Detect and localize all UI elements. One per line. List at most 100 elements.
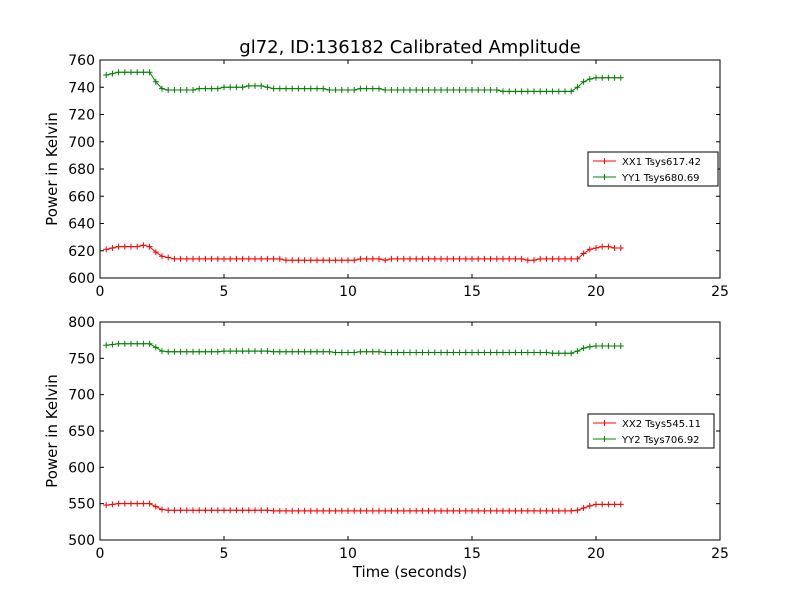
data-point (580, 505, 587, 512)
data-point (177, 86, 184, 93)
data-point (462, 349, 469, 356)
data-point (134, 243, 141, 250)
data-point (134, 500, 141, 507)
y-tick-label: 740 (68, 80, 95, 96)
data-point (345, 349, 351, 356)
data-point (400, 255, 407, 262)
y-tick-label: 680 (68, 162, 95, 178)
data-point (314, 85, 320, 92)
data-point (109, 341, 116, 348)
data-point (543, 349, 550, 356)
x-tick-label: 25 (711, 284, 729, 300)
data-point (351, 349, 358, 356)
data-point (481, 507, 488, 514)
data-point (562, 507, 568, 514)
data-point (487, 255, 494, 262)
data-point (369, 85, 376, 92)
y-tick-label: 550 (68, 497, 95, 513)
data-point (115, 500, 122, 507)
data-point (562, 350, 568, 357)
data-point (419, 255, 426, 262)
data-point (506, 507, 513, 514)
data-point (252, 507, 258, 514)
data-point (580, 345, 587, 352)
data-point (549, 255, 556, 262)
data-point (506, 88, 513, 95)
data-point (524, 257, 531, 264)
top-plot: 0 5 10 15 20 25 600 620 640 660 680 700 720 740 760 Pow… (43, 53, 729, 300)
data-point (295, 507, 302, 514)
data-point (555, 507, 562, 514)
legend-label: YY1 Tsys680.69 (621, 173, 700, 184)
data-point (140, 69, 147, 76)
legend-marker (601, 436, 608, 442)
data-point (233, 255, 240, 262)
data-point (493, 349, 500, 356)
data-point (438, 86, 444, 93)
x-tick-label: 20 (587, 546, 605, 562)
data-point (121, 69, 128, 76)
data-point (487, 507, 494, 514)
data-point (307, 257, 314, 264)
data-point (183, 507, 190, 514)
data-point (314, 507, 320, 514)
data-point (500, 88, 506, 95)
data-point (425, 255, 432, 262)
data-point (363, 348, 370, 355)
data-point (351, 507, 358, 514)
data-point (221, 84, 227, 91)
data-point (214, 507, 221, 514)
data-point (264, 507, 271, 514)
data-point (159, 348, 165, 355)
data-point (245, 82, 252, 89)
data-point (190, 348, 196, 355)
data-point (462, 507, 469, 514)
data-point (400, 507, 407, 514)
data-point (524, 349, 531, 356)
y-tick-label: 720 (68, 108, 95, 124)
data-point (103, 71, 110, 78)
data-point (252, 82, 258, 89)
data-point (289, 85, 296, 92)
data-point (214, 348, 221, 355)
x-tick-label: 0 (96, 284, 105, 300)
data-point (221, 507, 227, 514)
data-point (456, 507, 463, 514)
data-point (531, 349, 537, 356)
y-tick-label: 640 (68, 217, 95, 233)
data-point (593, 245, 599, 252)
data-point (388, 86, 395, 93)
data-point (152, 344, 159, 351)
data-point (617, 74, 624, 81)
data-point (115, 69, 122, 76)
data-point (549, 350, 556, 357)
data-point (431, 507, 438, 514)
data-point (233, 84, 240, 91)
data-point (146, 69, 153, 76)
data-point (109, 245, 116, 252)
data-point (332, 507, 339, 514)
data-point (500, 255, 506, 262)
data-point (345, 86, 351, 93)
data-point (574, 348, 581, 355)
data-point (481, 349, 488, 356)
data-point (289, 257, 296, 264)
data-point (450, 507, 457, 514)
data-point (320, 348, 327, 355)
y-tick-label: 750 (68, 351, 95, 367)
data-point (357, 255, 364, 262)
data-point (611, 342, 618, 349)
data-point (524, 507, 531, 514)
data-point (159, 253, 165, 260)
data-point (487, 86, 494, 93)
data-point (351, 257, 358, 264)
data-point (202, 507, 209, 514)
data-point (208, 348, 215, 355)
data-point (214, 255, 221, 262)
data-point (617, 501, 624, 508)
data-point (276, 507, 283, 514)
data-point (524, 88, 531, 95)
data-point (407, 86, 413, 93)
data-point (196, 348, 203, 355)
data-point (475, 349, 482, 356)
